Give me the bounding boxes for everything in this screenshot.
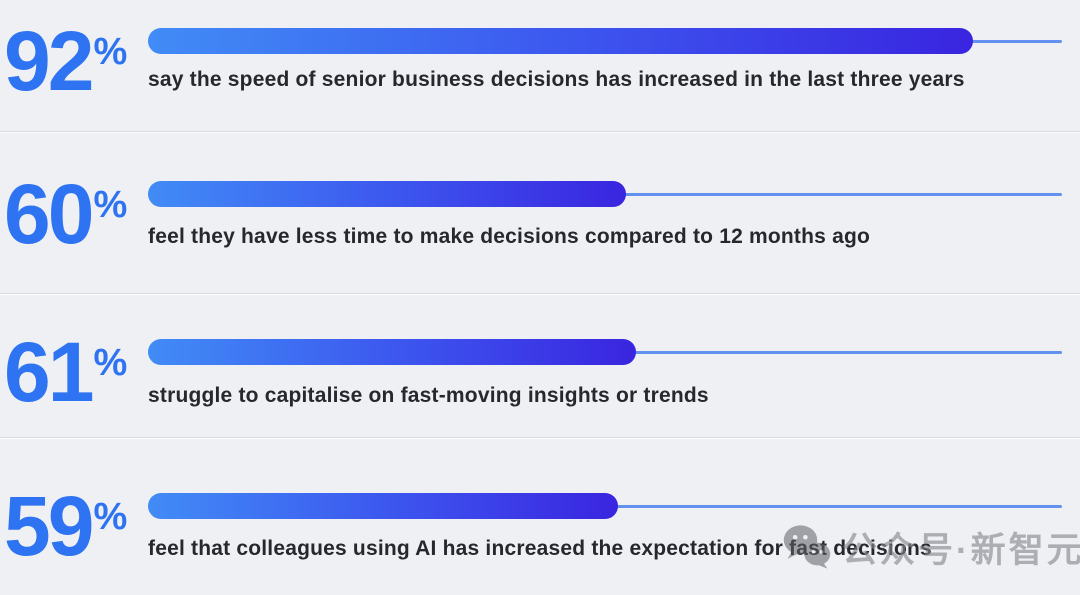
percent-sign: %	[93, 342, 128, 384]
percent-sign: %	[93, 31, 128, 73]
stat-content-column: struggle to capitalise on fast-moving in…	[148, 294, 1062, 437]
stat-content-column: feel they have less time to make decisio…	[148, 132, 1062, 293]
stat-row-fast-insights: 61% struggle to capitalise on fast-movin…	[0, 293, 1080, 437]
bar-fill	[148, 181, 627, 207]
percent-sign: %	[93, 496, 128, 538]
bar-track	[148, 339, 1062, 365]
stat-label: feel they have less time to make decisio…	[148, 225, 871, 248]
stat-value: 60%	[4, 172, 148, 256]
stat-value-column: 92%	[0, 0, 148, 131]
stat-value-column: 60%	[0, 132, 148, 293]
percent-sign: %	[93, 184, 128, 226]
stat-value-number: 61	[4, 325, 94, 419]
stat-content-column: feel that colleagues using AI has increa…	[148, 438, 1062, 595]
stat-label: say the speed of senior business decisio…	[148, 68, 965, 91]
stat-content-column: say the speed of senior business decisio…	[148, 0, 1062, 131]
stat-label: struggle to capitalise on fast-moving in…	[148, 384, 709, 407]
stat-row-less-time: 60% feel they have less time to make dec…	[0, 131, 1080, 293]
bar-fill	[148, 493, 618, 519]
bar-fill	[148, 28, 974, 54]
stat-value-column: 59%	[0, 438, 148, 595]
bar-track	[148, 28, 1062, 54]
stat-value-number: 59	[4, 479, 94, 573]
stat-label: feel that colleagues using AI has increa…	[148, 537, 932, 560]
bar-track	[148, 181, 1062, 207]
stat-value: 61%	[4, 330, 148, 414]
bar-track	[148, 493, 1062, 519]
stat-row-decision-speed: 92% say the speed of senior business dec…	[0, 0, 1080, 131]
stat-value: 92%	[4, 19, 148, 103]
stat-value-number: 60	[4, 167, 94, 261]
bar-fill	[148, 339, 637, 365]
stat-row-ai-expectation: 59% feel that colleagues using AI has in…	[0, 437, 1080, 595]
stat-value-number: 92	[4, 14, 94, 108]
stat-value-column: 61%	[0, 294, 148, 437]
stat-value: 59%	[4, 484, 148, 568]
